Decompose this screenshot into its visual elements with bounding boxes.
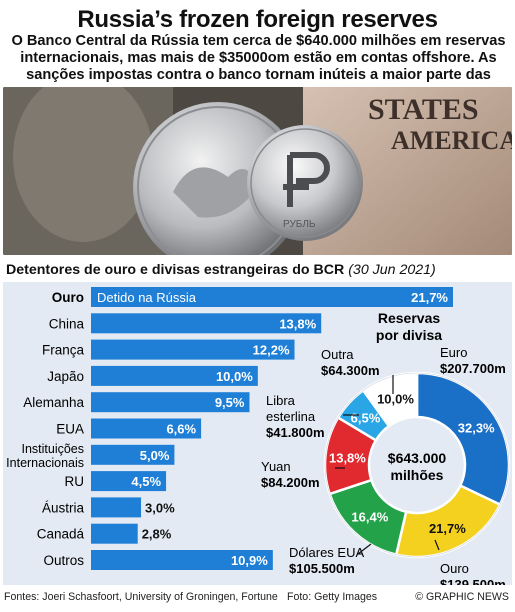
legend-outra: $64.300m bbox=[321, 363, 380, 378]
bar-category-label: EUA bbox=[56, 422, 84, 437]
donut-title: Reservas bbox=[378, 310, 440, 326]
leader-line bbox=[434, 539, 440, 551]
bar-value-label: 2,8% bbox=[142, 527, 172, 542]
leader-line bbox=[357, 543, 372, 555]
bar-value-label: 6,6% bbox=[166, 422, 196, 437]
chart-title-text: Detentores de ouro e divisas estrangeira… bbox=[6, 262, 345, 278]
bar-value-label: 13,8% bbox=[279, 316, 316, 331]
bar-value-label: 12,2% bbox=[253, 343, 290, 358]
legend-yuan: $84.200m bbox=[261, 475, 320, 490]
legend-libra: Libra bbox=[266, 393, 296, 408]
legend-dolares: Dólares EUA bbox=[289, 545, 364, 560]
bar-category-label: Ouro bbox=[52, 290, 84, 305]
photo-credit: Foto: Getty Images bbox=[287, 591, 378, 603]
bar bbox=[91, 550, 273, 570]
bar-chart: Ouro 21,7% Detido na Rússia China 13,8% Franç… bbox=[6, 287, 453, 570]
bar-value-label: 3,0% bbox=[145, 500, 175, 515]
legend-euro: Euro bbox=[440, 345, 467, 360]
chart-title: Detentores de ouro e divisas estrangeira… bbox=[6, 262, 436, 278]
coin-text: РУБЛЬ bbox=[283, 219, 316, 230]
copyright: © GRAPHIC NEWS bbox=[415, 591, 509, 603]
legend-libra: esterlina bbox=[266, 409, 316, 424]
legend-yuan: Yuan bbox=[261, 459, 291, 474]
donut-center-total: $643.000 bbox=[388, 450, 447, 466]
bar-value-label: 10,9% bbox=[231, 553, 268, 568]
bar-category-label: Japão bbox=[47, 369, 84, 384]
bar bbox=[91, 471, 167, 492]
bar-value-label: 21,7% bbox=[411, 290, 448, 305]
donut-slice-label: 10,0% bbox=[377, 391, 414, 406]
bar-category-label: Áustria bbox=[42, 500, 85, 515]
bar-category-label: RU bbox=[65, 474, 85, 489]
bar-category-label: Instituições bbox=[21, 442, 84, 456]
note-text-2: AMERICA bbox=[391, 126, 512, 155]
sources: Fontes: Joeri Schasfoort, University of … bbox=[4, 591, 278, 603]
bar bbox=[91, 365, 258, 386]
bar bbox=[91, 339, 295, 360]
bar-category-label: França bbox=[42, 343, 85, 358]
page-title: Russia’s frozen foreign reserves bbox=[77, 6, 438, 33]
coins-photo: STATES AMERICA РУБЛЬ bbox=[3, 87, 512, 255]
bar bbox=[91, 444, 175, 465]
bar bbox=[91, 313, 322, 334]
bar-category-label: China bbox=[49, 316, 85, 331]
legend-dolares: $105.500m bbox=[289, 561, 355, 576]
bar bbox=[91, 523, 138, 544]
bar bbox=[91, 392, 250, 413]
note-text: STATES bbox=[368, 93, 479, 126]
donut-slice-label: 32,3% bbox=[458, 421, 495, 436]
donut-outline bbox=[324, 372, 510, 558]
bar bbox=[91, 418, 202, 439]
bar-category-label: Outros bbox=[43, 553, 84, 568]
bar-value-label: 9,5% bbox=[215, 395, 245, 410]
bar-value-label: 4,5% bbox=[131, 474, 161, 489]
donut-center-unit: milhões bbox=[391, 467, 444, 483]
donut-slice-label: 21,7% bbox=[429, 521, 466, 536]
donut-slice-label: 16,4% bbox=[351, 510, 388, 525]
legend-euro: $207.700m bbox=[440, 361, 506, 376]
bar-category-label: Canadá bbox=[37, 527, 85, 542]
donut-chart: 32,3% 21,7% 16,4% 13,8% 6,5% 10,0% $643.000mil… bbox=[261, 310, 511, 585]
donut-slice bbox=[415, 371, 511, 507]
bar-inner-text: Detido na Rússia bbox=[97, 290, 197, 305]
bar-category-label-2: Internacionais bbox=[6, 456, 84, 470]
bar bbox=[91, 287, 453, 307]
donut-slice-label: 6,5% bbox=[351, 411, 381, 426]
bar-category-label: Alemanha bbox=[23, 395, 84, 410]
donut-subtitle: por divisa bbox=[376, 327, 442, 343]
bar-value-label: 5,0% bbox=[140, 448, 170, 463]
chart-date: (30 Jun 2021) bbox=[348, 262, 436, 278]
legend-libra: $41.800m bbox=[266, 425, 325, 440]
donut-slice-label: 13,8% bbox=[329, 450, 366, 465]
legend-ouro: Ouro bbox=[440, 561, 469, 576]
bar bbox=[91, 497, 142, 518]
bar-value-label: 10,0% bbox=[216, 369, 253, 384]
legend-ouro: $139.500m bbox=[440, 577, 506, 585]
legend-outra: Outra bbox=[321, 347, 354, 362]
